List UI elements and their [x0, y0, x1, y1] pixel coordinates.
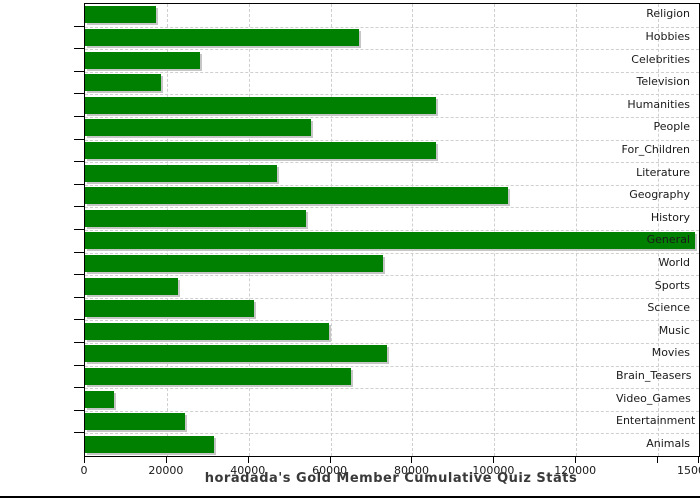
bar-celebrities — [85, 51, 201, 69]
bar-general — [85, 232, 695, 250]
horizontal-gridline — [85, 139, 699, 141]
bar-world — [85, 254, 383, 272]
category-label: Humanities — [627, 97, 690, 111]
horizontal-gridline — [85, 94, 699, 96]
x-axis-tick-label: 120000 — [554, 464, 597, 477]
y-axis-tick — [74, 183, 84, 185]
bar-for_children — [85, 141, 436, 159]
x-axis-tick — [698, 456, 699, 463]
category-label: Science — [647, 301, 690, 315]
bar-television — [85, 74, 162, 92]
category-label: Sports — [654, 278, 690, 292]
category-label: History — [650, 210, 690, 224]
y-axis-tick — [74, 70, 84, 72]
y-axis-tick — [74, 432, 84, 434]
horizontal-gridline — [85, 410, 699, 412]
bar-video_games — [85, 390, 115, 408]
x-axis-tick-label: 40000 — [230, 464, 266, 477]
y-axis-tick — [74, 161, 84, 163]
horizontal-gridline — [85, 49, 699, 51]
bar-music — [85, 322, 329, 340]
horizontal-gridline — [85, 71, 699, 73]
x-axis-tick-label: 20000 — [148, 464, 184, 477]
horizontal-gridline — [85, 388, 699, 390]
y-axis-tick — [74, 206, 84, 208]
y-axis-tick — [74, 319, 84, 321]
y-axis-tick — [74, 138, 84, 140]
horizontal-gridline — [85, 230, 699, 231]
horizontal-gridline — [85, 297, 699, 299]
category-label: Movies — [651, 346, 690, 360]
bar-geography — [85, 187, 508, 205]
x-axis-tick-label: 0 — [80, 464, 88, 477]
category-label: Brain_Teasers — [616, 368, 692, 382]
y-axis-tick — [74, 48, 84, 50]
bar-religion — [85, 6, 156, 24]
bar-animals — [85, 435, 214, 453]
category-label: Celebrities — [631, 52, 690, 66]
x-axis-tick-label: 60000 — [312, 464, 348, 477]
category-label: Video_Games — [616, 391, 691, 405]
x-axis-tick-label: 100000 — [472, 464, 515, 477]
bar-literature — [85, 164, 278, 182]
horizontal-gridline — [85, 275, 699, 277]
y-axis-tick — [74, 296, 84, 298]
horizontal-gridline — [85, 184, 699, 186]
bar-sports — [85, 277, 178, 295]
x-axis-tick — [493, 456, 495, 463]
x-axis-tick-label: 150000 — [677, 464, 700, 477]
horizontal-gridline — [85, 343, 699, 344]
x-axis-tick — [247, 456, 249, 463]
x-axis-tick — [84, 456, 85, 463]
bottom-border-line — [0, 496, 700, 498]
bar-people — [85, 119, 311, 137]
category-label: Entertainment — [616, 414, 696, 428]
category-label: For_Children — [621, 142, 690, 156]
bar-science — [85, 300, 255, 318]
horizontal-gridline — [85, 162, 699, 164]
category-label: People — [653, 120, 690, 134]
category-label: Animals — [646, 436, 690, 450]
y-axis-tick — [74, 342, 84, 343]
horizontal-gridline — [85, 433, 699, 435]
y-axis-tick — [74, 25, 84, 27]
horizontal-gridline — [85, 365, 699, 367]
y-axis-tick — [74, 274, 84, 276]
category-label: Geography — [629, 188, 690, 202]
y-axis-tick — [74, 93, 84, 95]
horizontal-gridline — [85, 117, 699, 118]
category-label: Television — [636, 75, 691, 89]
x-axis-tick — [575, 456, 577, 463]
bar-movies — [85, 345, 388, 363]
horizontal-gridline — [85, 320, 699, 322]
bar-history — [85, 209, 307, 227]
category-label: World — [658, 255, 690, 269]
bar-brain_teasers — [85, 367, 352, 385]
category-label: General — [646, 233, 690, 247]
y-axis-tick — [74, 229, 84, 230]
horizontal-gridline — [85, 252, 699, 254]
horizontal-gridline — [85, 207, 699, 209]
y-axis-tick — [74, 251, 84, 253]
category-label: Religion — [646, 7, 690, 21]
x-axis-tick — [411, 456, 413, 463]
x-axis-tick — [165, 456, 167, 463]
horizontal-gridline — [85, 26, 699, 28]
category-label: Music — [658, 323, 690, 337]
y-axis-tick — [74, 364, 84, 366]
chart-title: horadada's Gold Member Cumulative Quiz S… — [204, 471, 578, 486]
y-axis-tick — [74, 409, 84, 411]
x-axis-tick — [329, 456, 331, 463]
bar-humanities — [85, 96, 436, 114]
y-axis-tick — [74, 387, 84, 389]
category-label: Hobbies — [645, 29, 690, 43]
x-axis-tick-label: 80000 — [393, 464, 429, 477]
category-label: Literature — [636, 165, 690, 179]
x-axis-tick — [657, 456, 659, 463]
bar-hobbies — [85, 28, 360, 46]
plot-area — [84, 3, 700, 457]
bar-entertainment — [85, 413, 185, 431]
y-axis-tick — [74, 116, 84, 117]
